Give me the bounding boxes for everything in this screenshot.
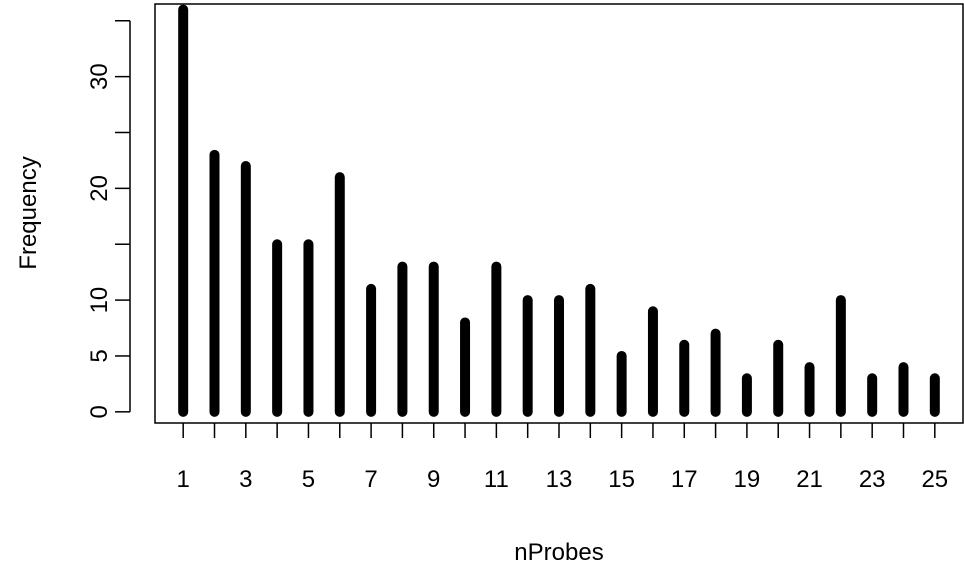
x-axis: 1 3 5 7 9 11 13 15 17 19 21 23 25 xyxy=(177,423,948,493)
x-tick-label-1: 1 xyxy=(177,466,190,493)
y-tick-label-5: 5 xyxy=(86,349,113,362)
x-tick-label-3: 3 xyxy=(239,466,252,493)
x-tick-label-23: 23 xyxy=(859,466,886,493)
x-tick-label-15: 15 xyxy=(608,466,635,493)
x-tick-label-7: 7 xyxy=(364,466,377,493)
y-axis-title: Frequency xyxy=(15,156,42,269)
x-tick-label-13: 13 xyxy=(546,466,573,493)
y-tick-label-0: 0 xyxy=(86,405,113,418)
y-tick-label-10: 10 xyxy=(86,287,113,314)
y-tick-label-20: 20 xyxy=(86,175,113,202)
x-tick-label-19: 19 xyxy=(734,466,761,493)
x-tick-label-21: 21 xyxy=(796,466,823,493)
x-axis-title: nProbes xyxy=(514,539,603,566)
bars xyxy=(178,4,940,417)
y-tick-label-30: 30 xyxy=(86,63,113,90)
y-axis: 0 5 10 20 30 xyxy=(86,20,131,419)
x-tick-label-11: 11 xyxy=(484,466,509,493)
x-tick-label-9: 9 xyxy=(427,466,440,493)
x-tick-label-5: 5 xyxy=(302,466,315,493)
x-tick-label-17: 17 xyxy=(671,466,698,493)
x-tick-label-25: 25 xyxy=(921,466,948,493)
